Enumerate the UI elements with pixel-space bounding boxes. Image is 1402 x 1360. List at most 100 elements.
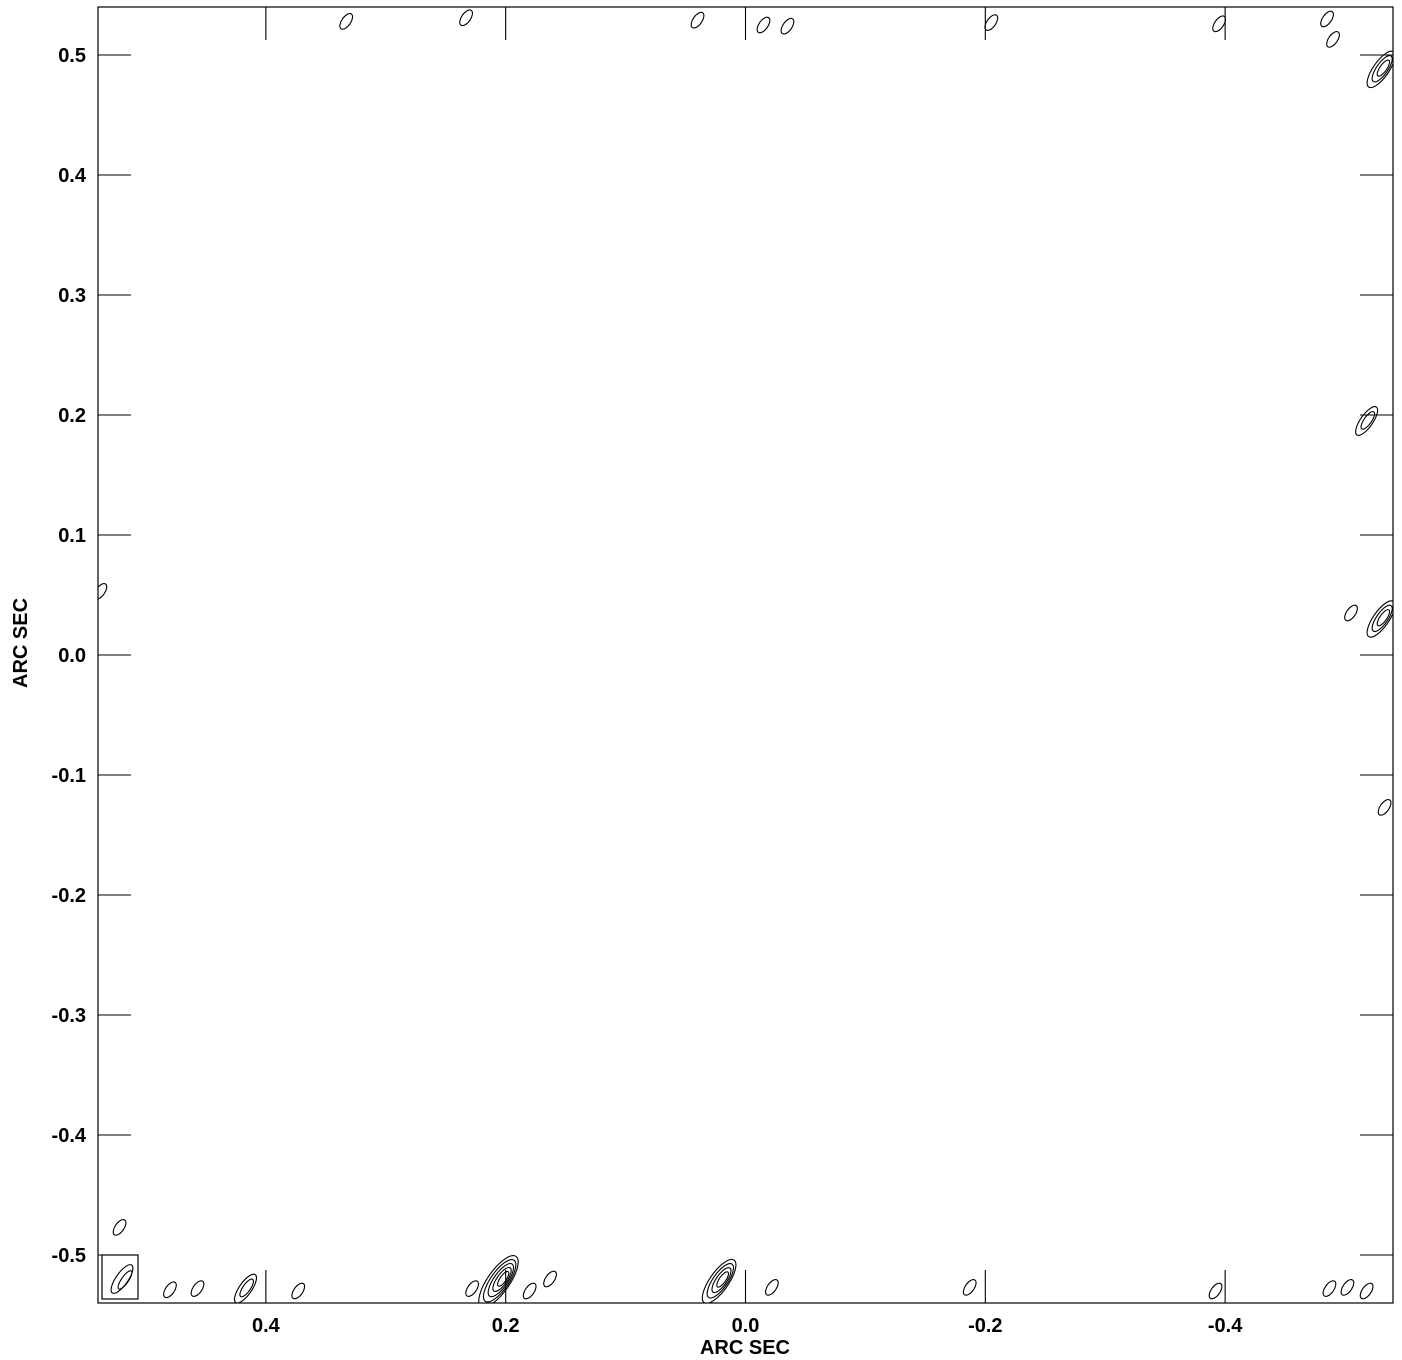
contour-source	[1344, 604, 1358, 622]
contour-level	[163, 1281, 177, 1299]
contour-source	[1322, 1280, 1337, 1297]
contour-source	[1355, 406, 1379, 436]
contour-source	[98, 583, 108, 600]
contour-level	[482, 1259, 517, 1303]
contour-source	[478, 1255, 519, 1303]
y-tick-label: 0.2	[58, 405, 86, 427]
y-tick-label: 0.4	[58, 165, 87, 187]
contour-level	[522, 1282, 537, 1300]
axis-ticks	[98, 7, 1393, 1303]
contour-level	[1212, 15, 1227, 33]
contour-source	[1366, 50, 1393, 89]
contour-source	[1359, 1282, 1374, 1300]
contour-level	[1322, 1280, 1337, 1297]
tick-labels: 0.4 0.2 0.0 -0.2 -0.4 0.5 0.4 0.3 0.2 0.1 0.0 -0.1 -…	[52, 45, 1244, 1337]
y-tick-label: -0.5	[52, 1245, 86, 1267]
contour-source	[190, 1280, 205, 1297]
y-axis-label: ARC SEC	[10, 598, 32, 688]
contour-source	[1377, 799, 1392, 816]
contour-level	[1355, 406, 1379, 436]
contour-source	[962, 1279, 977, 1296]
contour-level	[706, 1263, 734, 1299]
contour-level	[291, 1282, 306, 1300]
contour-level	[112, 1219, 127, 1236]
contour-source	[339, 13, 354, 30]
contour-level	[1366, 50, 1393, 89]
contour-source	[1340, 1279, 1355, 1296]
contour-source	[1326, 31, 1340, 48]
y-tick-label: 0.0	[58, 645, 86, 667]
contour-level	[764, 1279, 779, 1296]
x-tick-label: -0.2	[968, 1315, 1002, 1337]
contour-source	[1208, 1282, 1223, 1300]
contour-source	[291, 1282, 306, 1300]
contour-level	[1371, 604, 1393, 633]
x-tick-label: 0.2	[492, 1315, 520, 1337]
contour-level	[1326, 31, 1340, 48]
y-tick-label: -0.3	[52, 1005, 86, 1027]
contour-level	[1366, 600, 1393, 638]
contour-level	[543, 1270, 557, 1288]
y-tick-label: -0.2	[52, 885, 86, 907]
y-tick-label: 0.1	[58, 525, 86, 547]
contour-level	[98, 583, 108, 600]
contours	[98, 9, 1393, 1303]
x-tick-label: 0.4	[252, 1315, 281, 1337]
contour-level	[1344, 604, 1358, 622]
contour-level	[690, 11, 705, 29]
contour-source	[984, 14, 999, 31]
contour-level	[962, 1279, 977, 1296]
contour-level	[239, 1278, 254, 1298]
contour-level	[1208, 1282, 1223, 1300]
contour-level	[1371, 55, 1393, 83]
contour-source	[701, 1258, 737, 1303]
contour-source	[780, 17, 795, 35]
contour-source	[690, 11, 705, 29]
contour-level	[497, 1270, 510, 1287]
contour-source	[163, 1281, 177, 1299]
contour-source	[756, 16, 771, 34]
contour-source	[112, 1219, 127, 1236]
beam-ellipse	[110, 1264, 134, 1294]
contour-level	[487, 1263, 515, 1298]
x-tick-label: -0.4	[1208, 1315, 1243, 1337]
y-tick-label: 0.3	[58, 285, 86, 307]
contour-level	[1376, 609, 1391, 627]
contour-level	[190, 1280, 205, 1297]
contour-level	[1376, 59, 1391, 77]
contour-source	[543, 1270, 557, 1288]
beam-box	[101, 1254, 139, 1300]
contour-level	[711, 1267, 732, 1294]
contour-source	[1320, 10, 1334, 28]
contour-source	[522, 1282, 537, 1300]
contour-source	[1212, 15, 1227, 33]
contour-level	[1360, 410, 1376, 430]
contour-level	[1377, 799, 1392, 816]
x-axis-label: ARC SEC	[700, 1337, 790, 1359]
contour-level	[465, 1280, 480, 1297]
contour-level	[1359, 1282, 1374, 1300]
contour-level	[1340, 1279, 1355, 1296]
contour-level	[233, 1273, 258, 1303]
contour-level	[339, 13, 354, 30]
contour-level	[492, 1266, 512, 1292]
contour-level	[701, 1258, 737, 1303]
plot-frame	[97, 6, 1394, 1304]
contour-source	[465, 1280, 480, 1297]
contour-level	[780, 17, 795, 35]
beam-frame	[101, 1254, 139, 1300]
contour-level	[756, 16, 771, 34]
contour-level	[984, 14, 999, 31]
y-tick-label: -0.1	[52, 765, 86, 787]
contour-source	[764, 1279, 779, 1296]
contour-level	[1320, 10, 1334, 28]
y-tick-label: -0.4	[52, 1125, 87, 1147]
contour-source	[233, 1273, 258, 1303]
contour-source	[1366, 600, 1393, 638]
x-tick-label: 0.0	[732, 1315, 760, 1337]
contour-level	[459, 9, 474, 27]
beam-contour-inner	[117, 1270, 133, 1290]
y-tick-label: 0.5	[58, 45, 86, 67]
contour-level	[478, 1255, 519, 1303]
